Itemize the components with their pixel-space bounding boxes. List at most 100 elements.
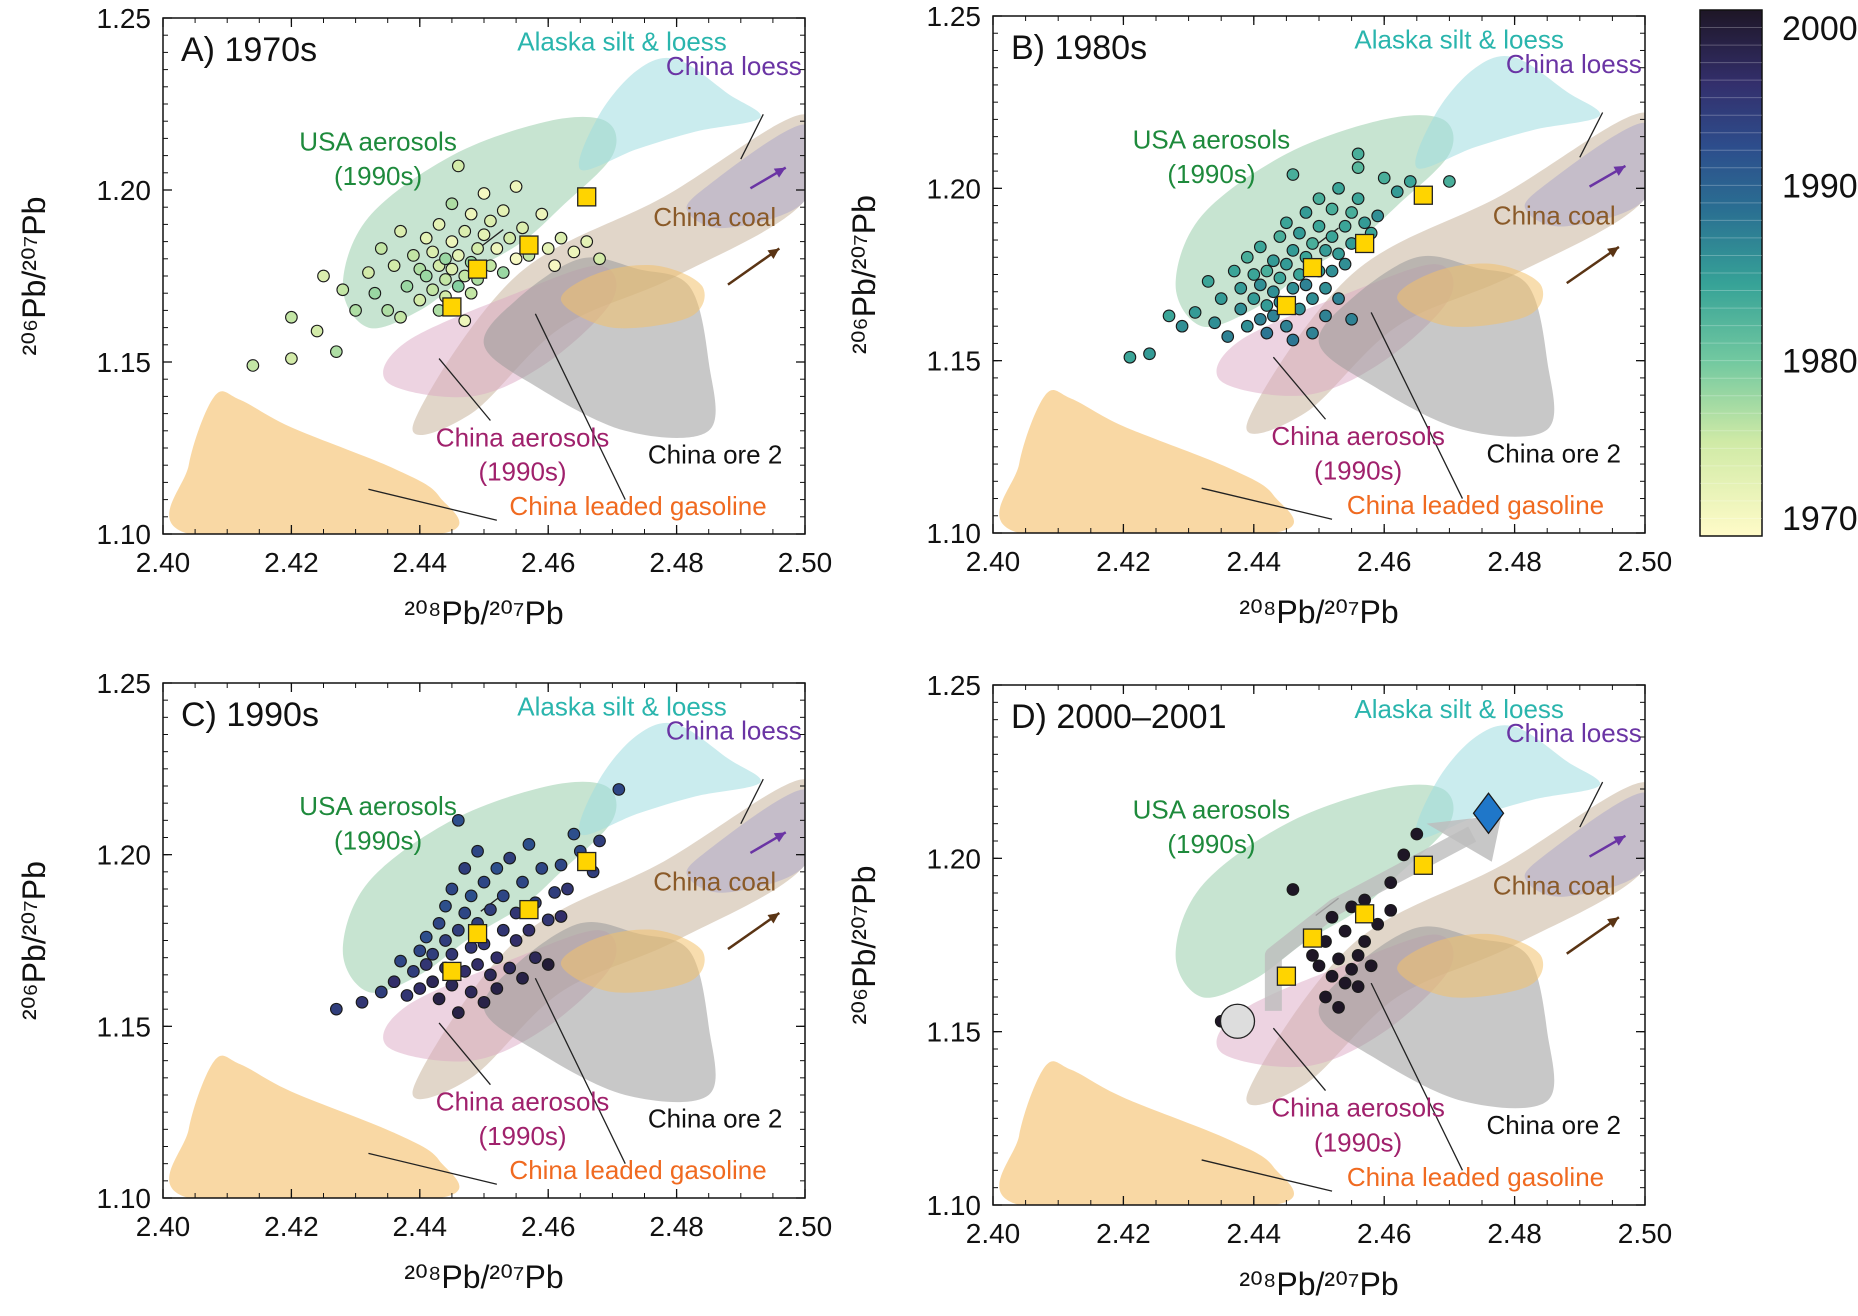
x-axis-label: ²⁰⁸Pb/²⁰⁷Pb <box>1239 1266 1398 1302</box>
data-point <box>413 982 427 995</box>
usa-aerosols-years-label: (1990s) <box>334 826 422 856</box>
china-aerosols-label: China aerosols <box>1271 421 1444 451</box>
data-point <box>1306 326 1319 340</box>
data-points <box>1214 827 1424 1028</box>
data-point <box>567 245 581 259</box>
data-point <box>1338 924 1352 938</box>
data-point <box>1312 219 1326 233</box>
china-aerosols-label: China aerosols <box>436 1086 609 1116</box>
usa-aerosols-region <box>1175 784 1454 998</box>
leader-line <box>1579 112 1604 158</box>
alaska-silt-loess-region <box>578 722 761 836</box>
data-point <box>509 934 523 947</box>
data-point <box>1162 309 1176 323</box>
china-aerosols-years-label: (1990s) <box>1314 1127 1402 1157</box>
panel-3: USA aerosols(1990s)Alaska silt & loessCh… <box>16 668 832 1295</box>
china-coal-arrow <box>1566 245 1620 285</box>
y-tick-label: 1.15 <box>97 347 152 378</box>
data-point <box>1358 893 1371 907</box>
data-point <box>1280 319 1293 333</box>
data-point <box>1332 247 1345 261</box>
data-point <box>1410 827 1424 841</box>
y-tick-label: 1.10 <box>97 519 152 550</box>
data-point <box>509 180 523 193</box>
data-point <box>381 304 395 317</box>
alaska-silt-loess-region <box>578 57 761 171</box>
y-tick-label: 1.10 <box>927 518 982 549</box>
data-point <box>432 218 446 231</box>
china-leaded-gasoline-label: China leaded gasoline <box>509 491 766 521</box>
data-point <box>548 886 561 899</box>
leader-line <box>1370 312 1464 499</box>
usa-aerosols-label: USA aerosols <box>1133 794 1291 824</box>
data-point <box>439 934 452 947</box>
data-point <box>593 834 606 848</box>
x-tick-label: 2.46 <box>1357 546 1412 577</box>
data-point <box>1123 350 1137 364</box>
data-point <box>458 906 472 920</box>
data-point <box>387 975 401 989</box>
y-axis-label: ²⁰⁶Pb/²⁰⁷Pb <box>16 861 52 1020</box>
data-point <box>541 913 555 927</box>
data-point <box>1332 292 1345 305</box>
data-point <box>1319 309 1332 323</box>
china-loess-arrow <box>1588 164 1627 188</box>
data-point <box>1260 299 1274 312</box>
china-loess-label: China loess <box>666 716 802 746</box>
y-tick-label: 1.20 <box>97 175 152 206</box>
reference-square <box>577 851 597 872</box>
data-point <box>1267 309 1280 323</box>
x-tick-label: 2.42 <box>1096 1218 1151 1249</box>
data-point <box>1403 175 1417 188</box>
data-point <box>1286 168 1300 181</box>
data-point <box>1273 271 1287 285</box>
reference-square <box>1276 966 1297 986</box>
reference-square <box>519 899 539 920</box>
data-point <box>1201 275 1215 288</box>
x-axis-label: ²⁰⁸Pb/²⁰⁷Pb <box>404 595 563 631</box>
leader-line <box>1579 781 1604 828</box>
data-point <box>1338 257 1352 271</box>
data-point <box>451 1006 465 1019</box>
panel-2: USA aerosols(1990s)Alaska silt & loessCh… <box>846 1 1672 630</box>
data-point <box>503 851 517 865</box>
data-point <box>1286 244 1300 257</box>
data-point <box>535 207 549 221</box>
data-point <box>445 262 459 276</box>
data-point <box>458 224 472 238</box>
x-tick-label: 2.48 <box>1487 1218 1542 1249</box>
x-tick-label: 2.44 <box>393 1211 448 1242</box>
china-leaded-gasoline-region <box>999 390 1294 533</box>
x-tick-label: 2.40 <box>966 546 1021 577</box>
china-coal-arrow <box>1566 916 1620 955</box>
reference-square <box>1354 904 1375 924</box>
plot-area: USA aerosols(1990s)Alaska silt & loessCh… <box>169 27 805 534</box>
x-tick-label: 2.42 <box>264 1211 319 1242</box>
alaska-silt-loess-label: Alaska silt & loess <box>517 692 727 722</box>
data-point <box>1234 281 1248 295</box>
y-axis-label: ²⁰⁶Pb/²⁰⁷Pb <box>846 195 882 354</box>
data-point <box>548 259 561 273</box>
data-point <box>445 978 459 992</box>
data-point <box>1351 980 1365 993</box>
data-point <box>1325 910 1339 924</box>
data-point <box>464 941 478 954</box>
reference-square <box>1302 928 1323 948</box>
panel-title: D) 2000–2001 <box>1011 698 1227 736</box>
data-point <box>1280 216 1293 230</box>
x-tick-label: 2.44 <box>1227 1218 1282 1249</box>
data-point <box>1267 285 1280 299</box>
leader-line <box>740 114 764 160</box>
x-tick-label: 2.40 <box>136 547 191 578</box>
data-point <box>400 279 414 293</box>
data-point <box>522 838 536 851</box>
data-point <box>477 228 491 242</box>
usa-aerosols-region <box>1175 115 1454 327</box>
y-tick-label: 1.25 <box>97 3 152 34</box>
data-point <box>387 259 401 273</box>
colorbar-tick-label: 1980 <box>1782 343 1858 381</box>
data-point <box>426 947 439 961</box>
data-point <box>285 310 298 324</box>
data-point <box>1351 192 1365 206</box>
data-point <box>496 923 510 937</box>
